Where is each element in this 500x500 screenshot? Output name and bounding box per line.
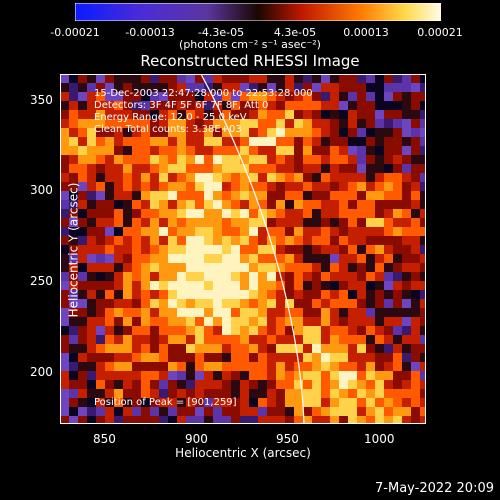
y-axis-label: Heliocentric Y (arcsec) [66, 182, 81, 318]
overlay-counts: Clean Total counts: 3.38E+03 [94, 124, 242, 135]
overlay-time: 15-Dec-2003 22:47:28.000 to 22:53:28.000 [94, 88, 313, 99]
heatmap [60, 74, 426, 424]
colorbar [75, 3, 441, 21]
y-tick-200: 200 [30, 365, 53, 379]
overlay-energy: Energy Range: 12.0 - 25.0 keV [94, 112, 247, 123]
x-tick-1000: 1000 [364, 432, 395, 446]
colorbar-tick-3: -4.3e-05 [197, 26, 245, 39]
overlay-peak: Position of Peak = [901,259] [94, 397, 237, 408]
y-tick-300: 300 [30, 183, 53, 197]
colorbar-units: (photons cm⁻² s⁻¹ asec⁻²) [179, 38, 321, 51]
colorbar-tick-4: 4.3e-05 [273, 26, 317, 39]
y-tick-250: 250 [30, 274, 53, 288]
x-axis-label: Heliocentric X (arcsec) [175, 446, 311, 460]
rhessi-image: 15-Dec-2003 22:47:28.000 to 22:53:28.000… [60, 74, 426, 424]
solar-limb [200, 74, 305, 424]
colorbar-tick-2: -0.00013 [125, 26, 175, 39]
colorbar-tick-1: -0.00021 [50, 26, 100, 39]
colorbar-tick-5: 0.00013 [343, 26, 389, 39]
x-tick-850: 850 [93, 432, 116, 446]
x-tick-950: 950 [276, 432, 299, 446]
timestamp: 7-May-2022 20:09 [375, 481, 494, 496]
x-tick-900: 900 [185, 432, 208, 446]
y-tick-350: 350 [30, 93, 53, 107]
overlay-detectors: Detectors: 3F 4F 5F 6F 7F 8F, Att 0 [94, 100, 269, 111]
colorbar-tick-6: 0.00021 [417, 26, 463, 39]
plot-title: Reconstructed RHESSI Image [140, 52, 360, 70]
